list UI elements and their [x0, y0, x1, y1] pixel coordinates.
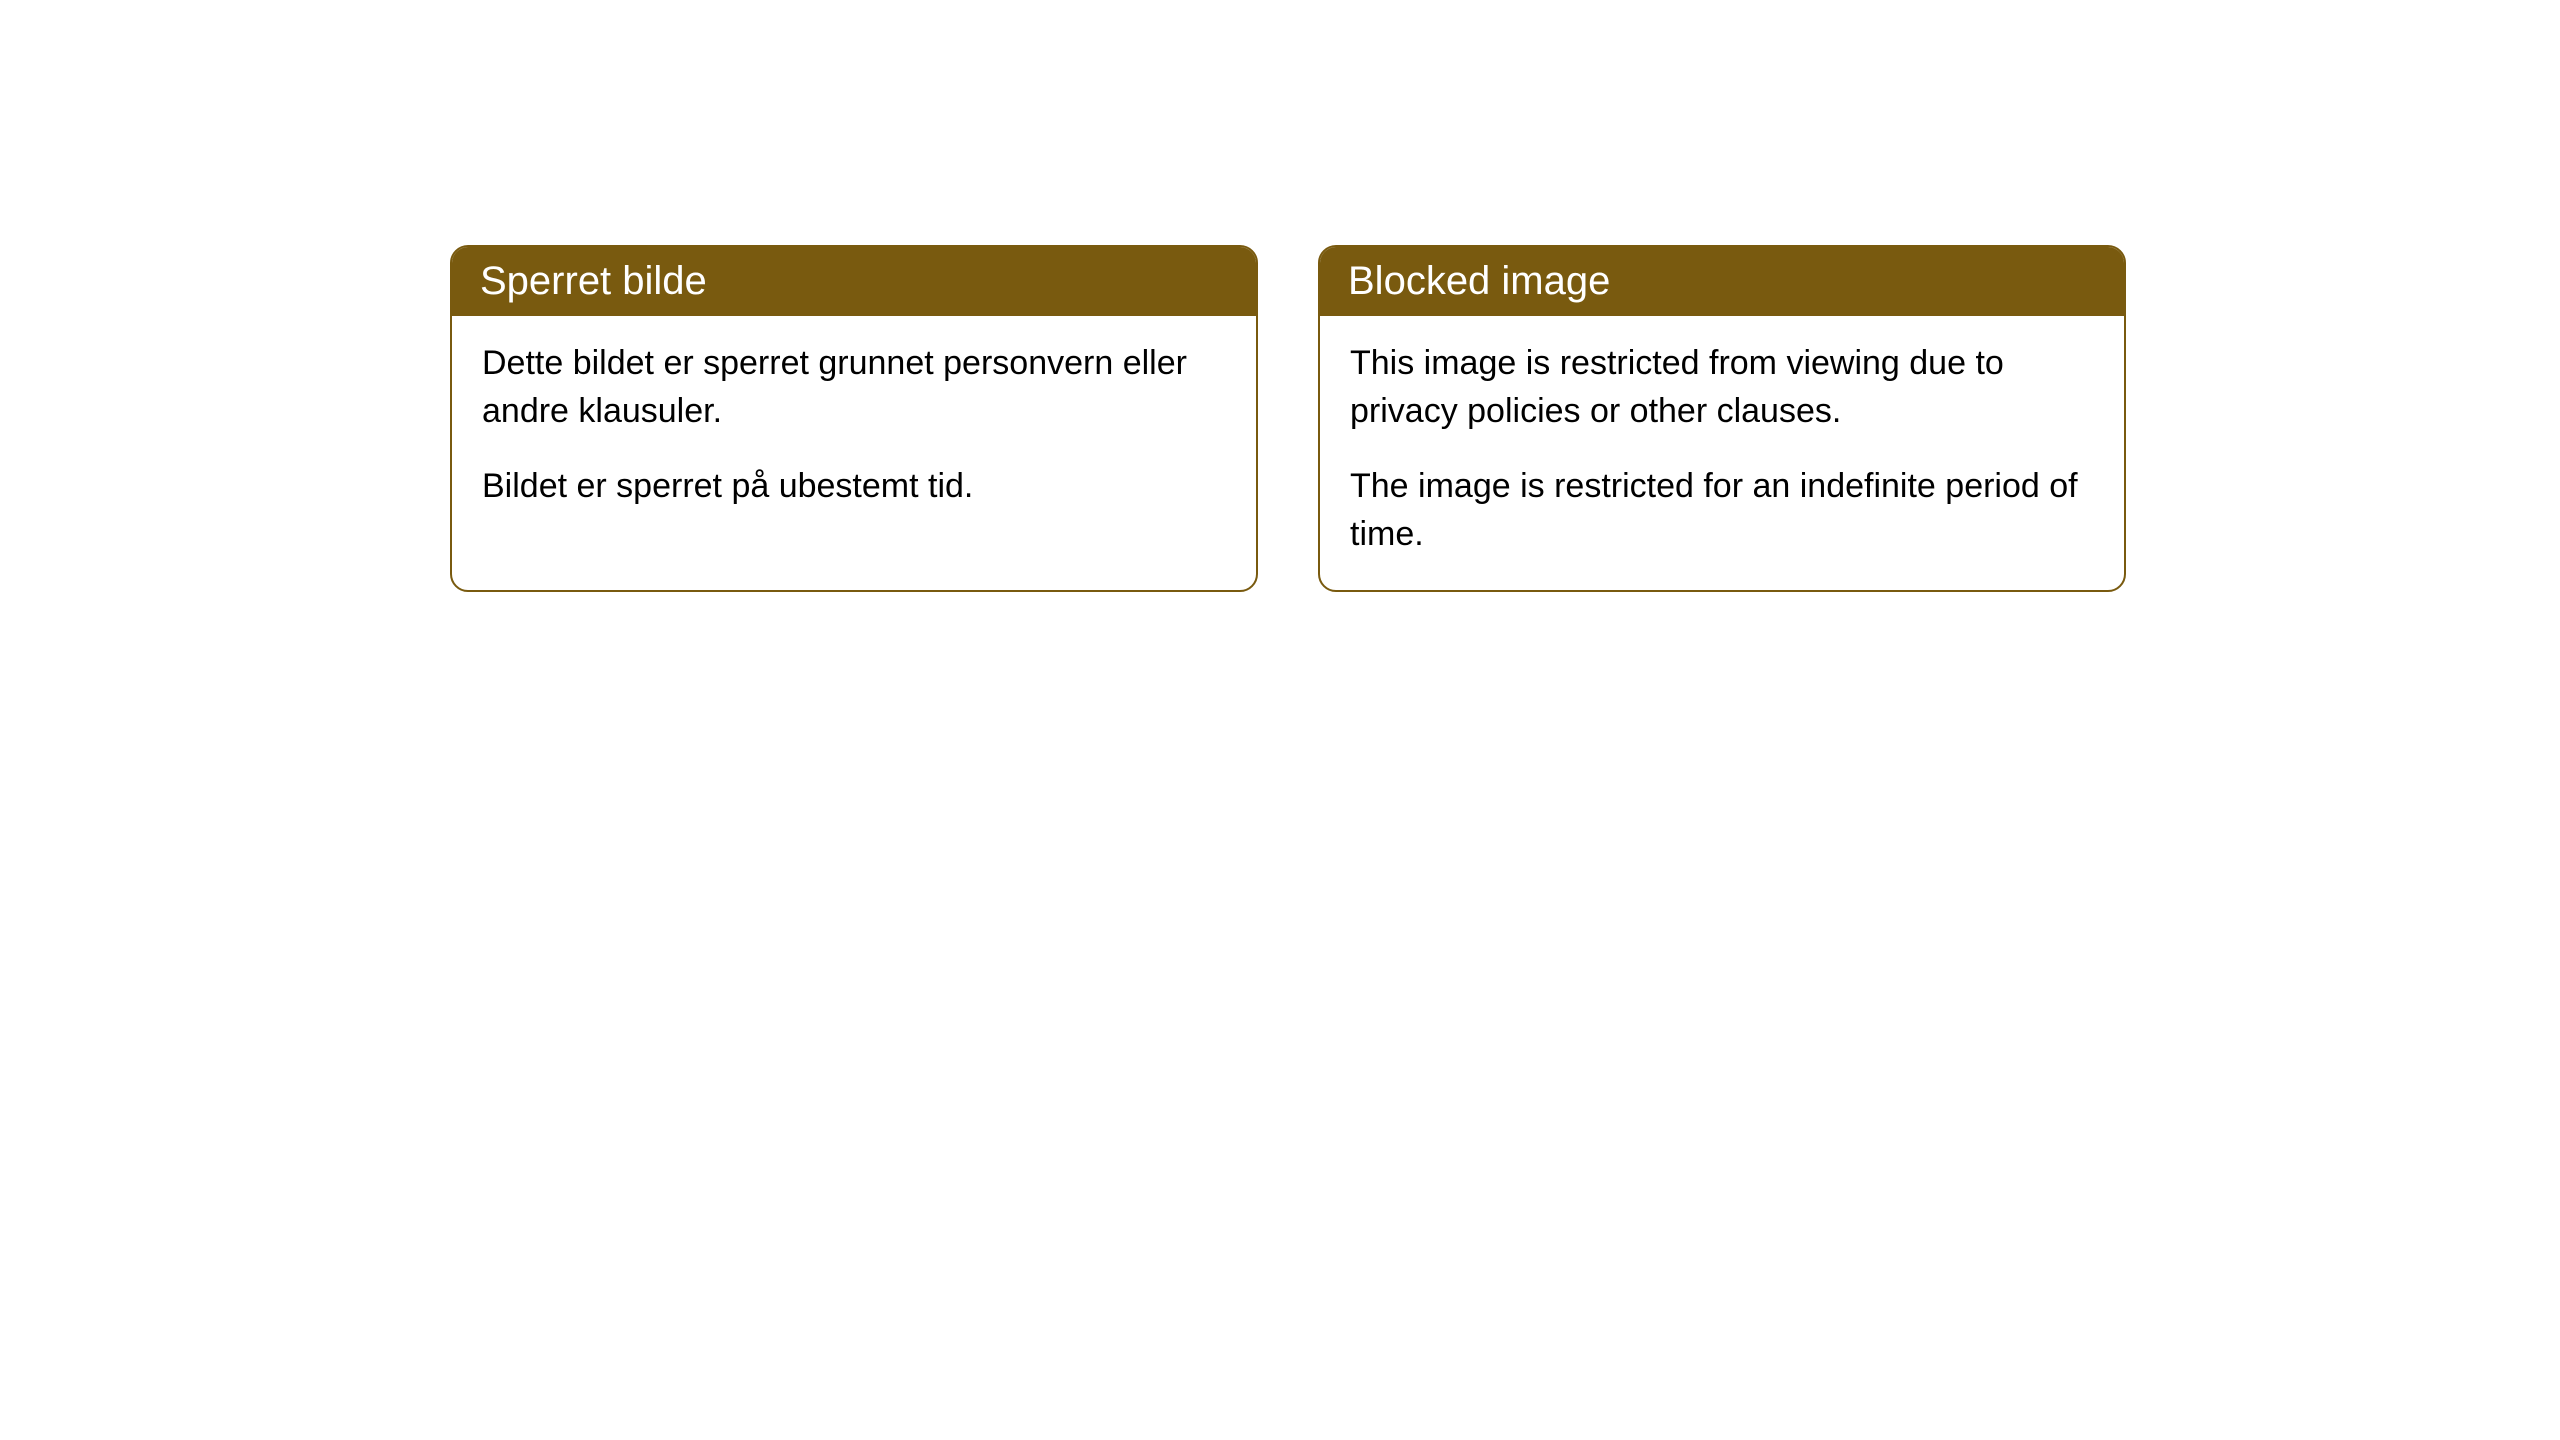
- card-header: Blocked image: [1320, 247, 2124, 316]
- card-paragraph-2: The image is restricted for an indefinit…: [1350, 463, 2094, 558]
- card-header: Sperret bilde: [452, 247, 1256, 316]
- notice-card-norwegian: Sperret bilde Dette bildet er sperret gr…: [450, 245, 1258, 592]
- card-paragraph-2: Bildet er sperret på ubestemt tid.: [482, 463, 1226, 511]
- card-paragraph-1: Dette bildet er sperret grunnet personve…: [482, 340, 1226, 435]
- notice-card-english: Blocked image This image is restricted f…: [1318, 245, 2126, 592]
- card-body: Dette bildet er sperret grunnet personve…: [452, 316, 1256, 543]
- card-title: Blocked image: [1348, 259, 1610, 303]
- card-title: Sperret bilde: [480, 259, 707, 303]
- notice-cards-container: Sperret bilde Dette bildet er sperret gr…: [450, 245, 2560, 592]
- card-paragraph-1: This image is restricted from viewing du…: [1350, 340, 2094, 435]
- card-body: This image is restricted from viewing du…: [1320, 316, 2124, 590]
